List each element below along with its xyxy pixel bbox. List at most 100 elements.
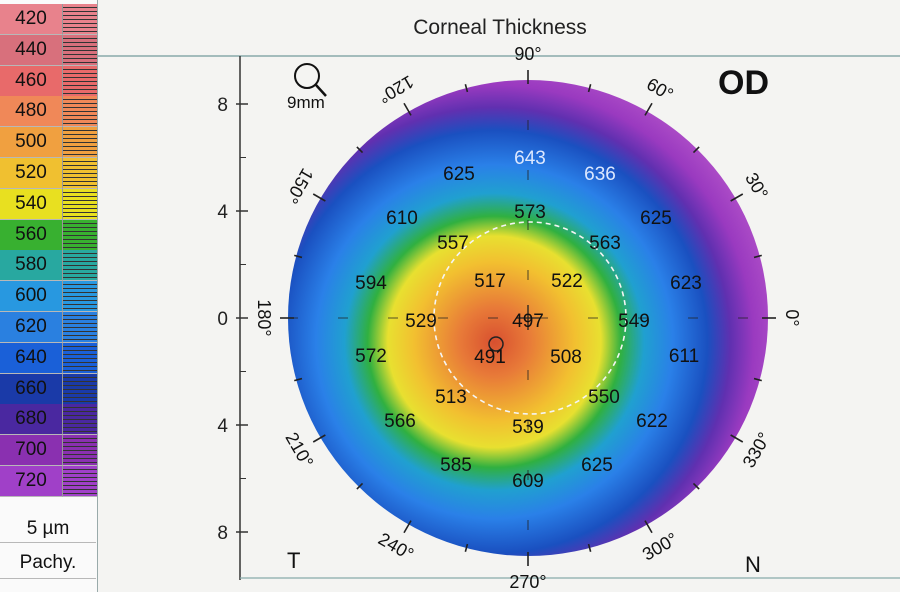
magnifier-label: 9mm (287, 93, 325, 112)
rim-tick (730, 434, 744, 443)
scale-mode-label[interactable]: Pachy. (0, 548, 96, 579)
scale-step-label[interactable]: 5 µm (0, 516, 96, 543)
thickness-value: 549 (618, 311, 650, 332)
rim-tick (753, 377, 762, 382)
rim-tick (730, 193, 744, 202)
scale-ladder (62, 281, 97, 313)
scale-ladder (62, 435, 97, 467)
thickness-value: 508 (550, 347, 582, 368)
rim-tick (692, 146, 700, 154)
eye-indicator: OD (718, 64, 769, 102)
thickness-value: 572 (355, 346, 387, 367)
thickness-value: 513 (435, 387, 467, 408)
rim-tick (644, 520, 653, 534)
thickness-value: 557 (437, 233, 469, 254)
scale-swatch: 480 (0, 96, 62, 128)
scale-ladder (62, 127, 97, 159)
angle-label: 120° (375, 71, 417, 107)
rim-tick (464, 84, 469, 93)
angle-label: 300° (639, 529, 681, 565)
thickness-value: 550 (588, 387, 620, 408)
thickness-value: 625 (640, 208, 672, 229)
angle-label: 90° (514, 44, 541, 64)
angle-label: 60° (643, 74, 677, 105)
y-axis-tick-label: 4 (217, 202, 228, 223)
thickness-value: 625 (581, 455, 613, 476)
scale-swatch: 500 (0, 127, 62, 159)
scale-swatch: 580 (0, 250, 62, 282)
y-axis-tick-label: 4 (217, 416, 228, 437)
scale-swatch: 600 (0, 281, 62, 313)
scale-swatch: 440 (0, 34, 62, 66)
thickness-value: 522 (551, 271, 583, 292)
scale-ladder (62, 65, 97, 97)
y-axis-tick-label: 8 (217, 95, 228, 116)
y-axis-tick-label: 8 (217, 523, 228, 544)
rim-tick (403, 102, 412, 116)
thickness-value: 563 (589, 233, 621, 254)
rim-tick (753, 254, 762, 259)
rim-tick (464, 543, 469, 552)
thinnest-point-marker (488, 336, 504, 352)
thickness-value: 610 (386, 208, 418, 229)
rim-tick (294, 254, 303, 259)
scale-ladder (62, 312, 97, 343)
rim-tick (692, 482, 700, 490)
thickness-value: 643 (514, 148, 546, 169)
scale-ladder (62, 466, 97, 497)
angle-label: 270° (509, 572, 546, 592)
central-zone-ring (433, 221, 627, 415)
scale-swatch: 680 (0, 404, 62, 436)
rim-tick (312, 193, 326, 202)
scale-ladder (62, 404, 97, 436)
y-axis-tick-label: 0 (217, 309, 228, 330)
angle-label: 330° (739, 429, 775, 471)
scale-swatch: 700 (0, 435, 62, 467)
rim-tick (356, 482, 364, 490)
thickness-value: 566 (384, 411, 416, 432)
scale-swatch: 460 (0, 65, 62, 97)
scale-swatch: 520 (0, 158, 62, 189)
thickness-value: 585 (440, 455, 472, 476)
rim-tick (356, 146, 364, 154)
thickness-value: 539 (512, 417, 544, 438)
angle-label: 180° (254, 299, 274, 336)
scale-swatch: 420 (0, 4, 62, 35)
thickness-value: 529 (405, 311, 437, 332)
thickness-value: 623 (670, 273, 702, 294)
scale-ladder (62, 188, 97, 220)
scale-ladder (62, 4, 97, 35)
scale-ladder (62, 34, 97, 66)
scale-swatch: 540 (0, 188, 62, 220)
thickness-value: 622 (636, 411, 668, 432)
temporal-label: T (287, 548, 301, 573)
scale-swatch: 640 (0, 342, 62, 374)
angle-label: 240° (375, 529, 417, 565)
thickness-value: 636 (584, 164, 616, 185)
rim-tick (587, 84, 592, 93)
scale-ladder (62, 158, 97, 189)
thickness-value: 497 (512, 311, 544, 332)
nasal-label: N (745, 552, 761, 577)
magnifier-icon[interactable] (294, 63, 327, 97)
thickness-value: 609 (512, 471, 544, 492)
thickness-value: 611 (669, 346, 699, 367)
thickness-value: 517 (474, 271, 506, 292)
scale-swatch: 560 (0, 219, 62, 251)
scale-ladder (62, 96, 97, 128)
map-title: Corneal Thickness (413, 16, 587, 39)
thickness-value: 625 (443, 164, 475, 185)
thickness-color-scale: 420 440 460 480 500 520 540 560 580 600 620 640 660 6… (0, 0, 98, 592)
angle-label: 210° (281, 429, 317, 471)
scale-swatch: 620 (0, 312, 62, 343)
scale-swatch: 660 (0, 373, 62, 405)
scale-ladder (62, 342, 97, 374)
rim-tick (587, 543, 592, 552)
rim-tick (312, 434, 326, 443)
thickness-value: 573 (514, 202, 546, 223)
angle-label: 30° (741, 169, 772, 203)
scale-ladder (62, 373, 97, 405)
angle-label: 150° (281, 165, 317, 207)
scale-ladder (62, 219, 97, 251)
